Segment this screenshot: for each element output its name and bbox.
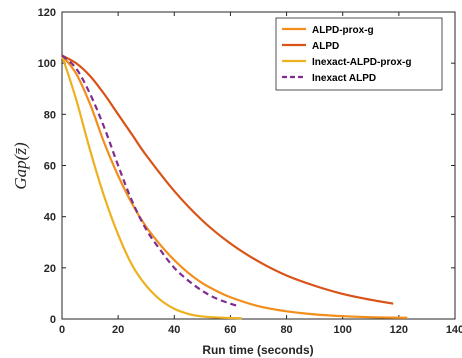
x-tick-label: 120 bbox=[390, 324, 408, 336]
y-tick-label: 120 bbox=[38, 7, 56, 19]
y-tick-label: 80 bbox=[44, 109, 56, 121]
legend-label: ALPD bbox=[312, 41, 339, 52]
legend-label: Inexact-ALPD-prox-g bbox=[312, 57, 411, 68]
x-tick-label: 20 bbox=[112, 324, 124, 336]
series-line-2 bbox=[61, 54, 394, 305]
y-tick-label: 0 bbox=[50, 314, 56, 326]
series-line-3 bbox=[60, 55, 242, 320]
y-axis-label: Gap(z̄) bbox=[11, 142, 30, 190]
x-tick-label: 60 bbox=[224, 324, 236, 336]
legend-label: ALPD-prox-g bbox=[312, 25, 374, 36]
x-tick-label: 100 bbox=[334, 324, 352, 336]
x-tick-label: 40 bbox=[168, 324, 180, 336]
x-tick-label: 140 bbox=[446, 324, 462, 336]
series-lines bbox=[60, 54, 408, 320]
x-tick-label: 0 bbox=[59, 324, 65, 336]
x-tick-label: 80 bbox=[280, 324, 292, 336]
y-tick-label: 60 bbox=[44, 161, 56, 173]
series-line-1 bbox=[61, 54, 408, 319]
y-tick-label: 40 bbox=[44, 212, 56, 224]
legend: ALPD-prox-g ALPD Inexact-ALPD-prox-g Inexac… bbox=[275, 17, 443, 91]
series-line-4 bbox=[61, 54, 240, 308]
y-tick-label: 20 bbox=[44, 263, 56, 275]
y-tick-label: 100 bbox=[38, 58, 56, 70]
legend-label: Inexact ALPD bbox=[312, 73, 376, 84]
x-axis-label: Run time (seconds) bbox=[202, 343, 313, 357]
y-axis-ticks: 0 20 40 60 80 100 120 bbox=[38, 7, 455, 326]
x-axis-ticks: 0 20 40 60 80 100 120 140 bbox=[59, 12, 462, 336]
